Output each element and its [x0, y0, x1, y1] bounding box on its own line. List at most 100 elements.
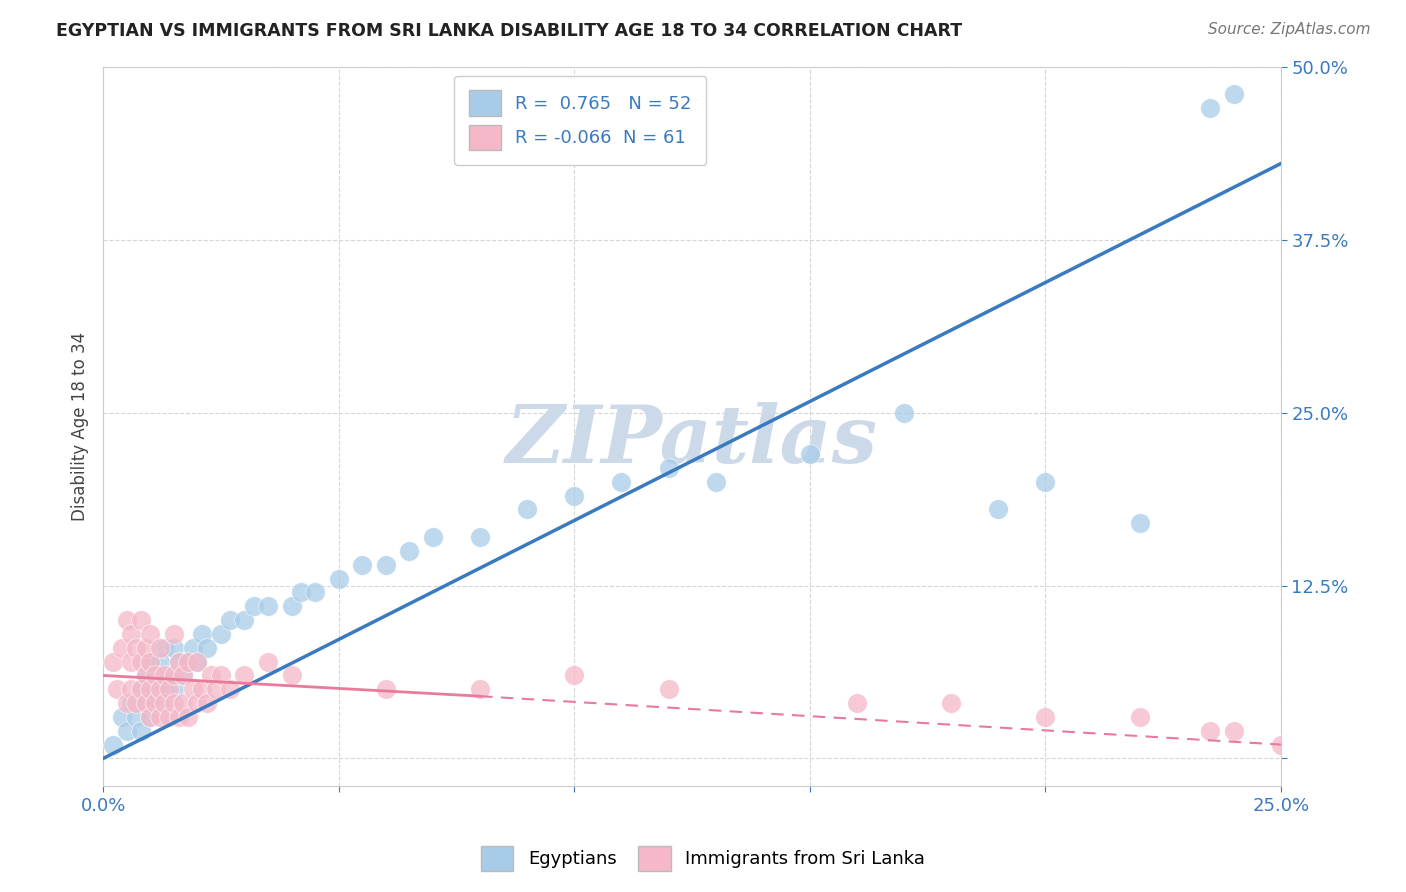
Point [328, 572, 350, 586]
Point [200, 668, 222, 682]
Point [163, 640, 186, 655]
Point [799, 447, 821, 461]
Point [135, 696, 157, 710]
Legend: Egyptians, Immigrants from Sri Lanka: Egyptians, Immigrants from Sri Lanka [474, 838, 932, 879]
Point [177, 655, 200, 669]
Point [125, 640, 148, 655]
Point [177, 710, 200, 724]
Point [125, 710, 148, 724]
Point [149, 682, 172, 697]
Point [468, 682, 491, 697]
Point [115, 696, 138, 710]
Point [191, 682, 214, 697]
Point [562, 668, 585, 682]
Point [153, 668, 176, 682]
Point [101, 738, 124, 752]
Point [167, 655, 190, 669]
Point [129, 613, 152, 627]
Point [209, 627, 232, 641]
Point [149, 655, 172, 669]
Point [135, 640, 157, 655]
Point [139, 710, 162, 724]
Point [129, 682, 152, 697]
Point [257, 599, 280, 614]
Y-axis label: Disability Age 18 to 34: Disability Age 18 to 34 [72, 332, 89, 521]
Point [157, 668, 180, 682]
Point [139, 655, 162, 669]
Point [143, 668, 166, 682]
Point [562, 489, 585, 503]
Point [153, 640, 176, 655]
Point [657, 461, 679, 475]
Text: Source: ZipAtlas.com: Source: ZipAtlas.com [1208, 22, 1371, 37]
Point [209, 668, 232, 682]
Point [135, 696, 157, 710]
Point [219, 682, 242, 697]
Point [191, 627, 214, 641]
Point [941, 696, 963, 710]
Point [149, 696, 172, 710]
Point [181, 682, 204, 697]
Point [219, 613, 242, 627]
Point [163, 668, 186, 682]
Point [120, 696, 142, 710]
Point [101, 655, 124, 669]
Point [129, 723, 152, 738]
Point [139, 682, 162, 697]
Point [115, 723, 138, 738]
Point [105, 682, 128, 697]
Point [1223, 723, 1246, 738]
Point [1199, 723, 1222, 738]
Point [139, 710, 162, 724]
Point [157, 682, 180, 697]
Point [846, 696, 869, 710]
Point [195, 696, 218, 710]
Point [157, 710, 180, 724]
Point [233, 668, 256, 682]
Point [987, 502, 1010, 516]
Point [610, 475, 633, 489]
Point [163, 696, 186, 710]
Point [111, 710, 134, 724]
Point [172, 696, 194, 710]
Point [1035, 475, 1057, 489]
Point [125, 696, 148, 710]
Point [167, 655, 190, 669]
Point [352, 558, 374, 572]
Point [149, 640, 172, 655]
Point [153, 682, 176, 697]
Point [163, 627, 186, 641]
Point [516, 502, 538, 516]
Point [153, 696, 176, 710]
Point [172, 668, 194, 682]
Point [257, 655, 280, 669]
Point [243, 599, 266, 614]
Point [1035, 710, 1057, 724]
Point [233, 613, 256, 627]
Point [111, 640, 134, 655]
Point [129, 655, 152, 669]
Point [398, 544, 420, 558]
Point [172, 668, 194, 682]
Point [704, 475, 727, 489]
Point [280, 599, 302, 614]
Point [186, 696, 208, 710]
Point [135, 668, 157, 682]
Point [374, 558, 396, 572]
Point [139, 627, 162, 641]
Point [1270, 738, 1292, 752]
Point [120, 682, 142, 697]
Point [1199, 101, 1222, 115]
Point [304, 585, 326, 599]
Point [143, 696, 166, 710]
Point [149, 710, 172, 724]
Point [181, 640, 204, 655]
Point [657, 682, 679, 697]
Point [186, 655, 208, 669]
Point [1129, 710, 1152, 724]
Point [1223, 87, 1246, 102]
Text: EGYPTIAN VS IMMIGRANTS FROM SRI LANKA DISABILITY AGE 18 TO 34 CORRELATION CHART: EGYPTIAN VS IMMIGRANTS FROM SRI LANKA DI… [56, 22, 962, 40]
Point [163, 682, 186, 697]
Point [186, 655, 208, 669]
Point [280, 668, 302, 682]
